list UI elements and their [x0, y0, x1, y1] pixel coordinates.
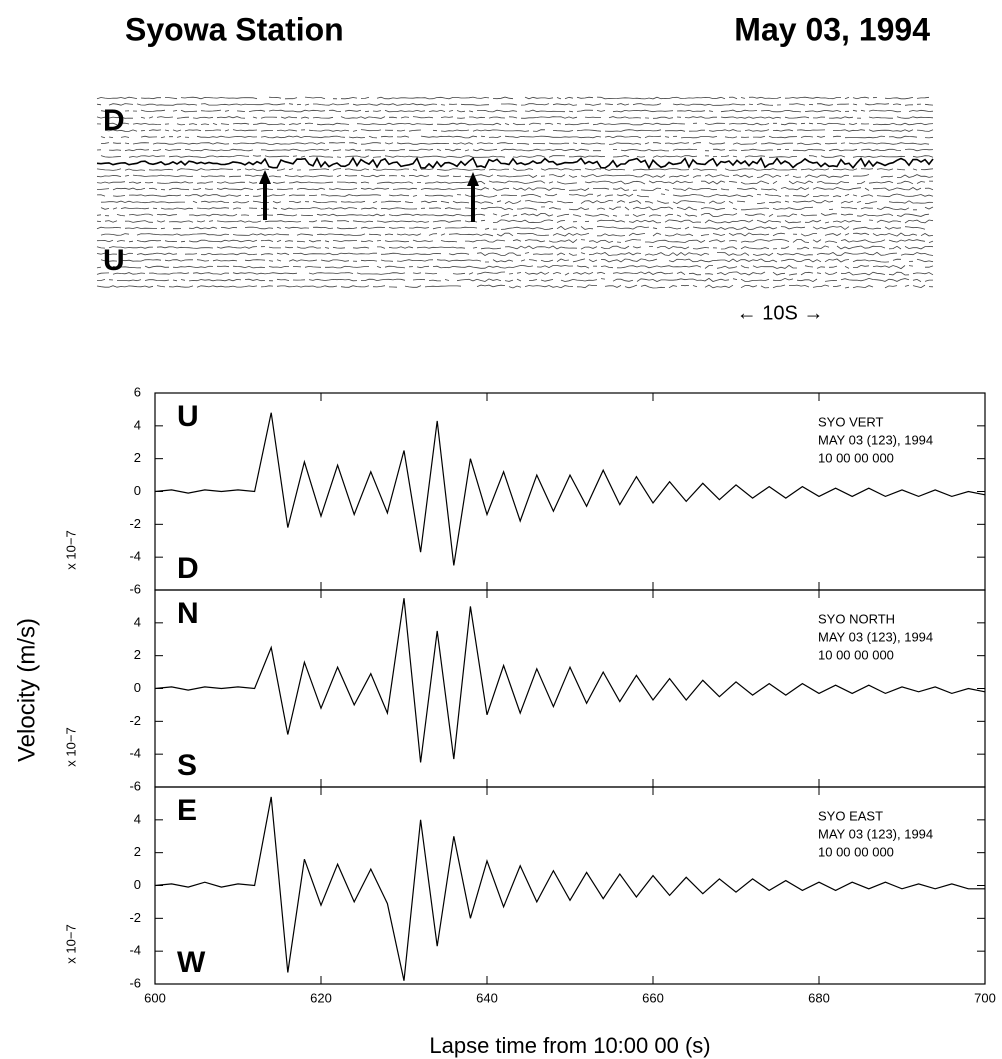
y-tick-label: 2 — [134, 647, 141, 662]
drum-trace — [100, 258, 934, 263]
drum-trace — [96, 264, 934, 270]
x-axis-label: Lapse time from 10:00 00 (s) — [429, 1033, 710, 1058]
drum-trace — [100, 155, 934, 158]
trace — [154, 598, 986, 763]
y-tick-label: -6 — [129, 778, 141, 793]
drum-trace — [96, 116, 934, 119]
scale-label: x 10−7 — [63, 924, 78, 963]
annotation: SYO EAST — [818, 808, 883, 823]
x-tick-label: 680 — [808, 990, 830, 1005]
drum-trace — [96, 148, 934, 152]
y-tick-label: -2 — [129, 516, 141, 531]
y-tick-label: 2 — [134, 844, 141, 859]
panel-top-label: E — [177, 794, 197, 827]
drum-trace — [96, 168, 934, 171]
drum-scale-label: ← 10S → — [737, 302, 824, 324]
drum-record — [96, 97, 934, 289]
station-title: Syowa Station — [125, 11, 344, 47]
drum-trace — [96, 122, 934, 126]
y-axis-label: Velocity (m/s) — [13, 618, 40, 762]
y-tick-label: 2 — [134, 450, 141, 465]
y-tick-label: -4 — [129, 746, 141, 761]
drum-trace — [97, 277, 933, 283]
y-tick-label: 0 — [134, 680, 141, 695]
y-tick-label: -2 — [129, 713, 141, 728]
drum-trace — [96, 103, 934, 106]
arrow — [259, 170, 479, 222]
drum-trace — [96, 251, 934, 257]
drum-trace — [100, 109, 934, 113]
drum-trace — [100, 199, 934, 205]
drum-trace — [96, 271, 934, 276]
scale-label: x 10−7 — [63, 530, 78, 569]
drum-trace — [96, 219, 934, 224]
x-tick-label: 700 — [974, 990, 996, 1005]
drum-trace — [96, 245, 934, 250]
drum-trace — [100, 135, 934, 139]
y-tick-label: -4 — [129, 549, 141, 564]
panel-top-label: N — [177, 597, 199, 630]
drum-trace — [96, 284, 934, 289]
y-tick-label: -2 — [129, 910, 141, 925]
x-tick-label: 640 — [476, 990, 498, 1005]
scale-label: x 10−7 — [63, 727, 78, 766]
drum-trace — [100, 232, 934, 237]
y-tick-label: 4 — [134, 614, 141, 629]
y-tick-label: 4 — [134, 417, 141, 432]
y-tick-label: 0 — [134, 483, 141, 498]
y-tick-label: -6 — [129, 581, 141, 596]
x-tick-label: 620 — [310, 990, 332, 1005]
trace — [154, 412, 986, 566]
drum-trace — [104, 129, 934, 132]
panel-bottom-label: D — [177, 552, 199, 585]
drum-trace — [96, 193, 934, 198]
x-tick-label: 660 — [642, 990, 664, 1005]
x-tick-label: 600 — [144, 990, 166, 1005]
y-tick-label: -4 — [129, 943, 141, 958]
y-tick-label: 0 — [134, 877, 141, 892]
drum-trace — [97, 186, 934, 192]
y-tick-label: 4 — [134, 811, 141, 826]
drum-trace — [96, 238, 934, 244]
drum-trace — [96, 174, 934, 178]
date-title: May 03, 1994 — [734, 11, 930, 47]
annotation: MAY 03 (123), 1994 — [818, 629, 933, 644]
annotation: 10 00 00 000 — [818, 450, 894, 465]
trace — [154, 796, 985, 981]
annotation: 10 00 00 000 — [818, 647, 894, 662]
panel-bottom-label: W — [177, 946, 206, 979]
annotation: MAY 03 (123), 1994 — [818, 432, 933, 447]
panel-bottom-label: S — [177, 749, 197, 782]
annotation: SYO VERT — [818, 414, 884, 429]
annotation: SYO NORTH — [818, 611, 895, 626]
annotation: MAY 03 (123), 1994 — [818, 826, 933, 841]
panel-top-label: U — [177, 400, 199, 433]
drum-top-label: D — [103, 104, 125, 137]
y-tick-label: 6 — [134, 384, 141, 399]
y-tick-label: -6 — [129, 975, 141, 990]
annotation: 10 00 00 000 — [818, 844, 894, 859]
drum-trace — [96, 156, 934, 170]
drum-bottom-label: U — [103, 244, 125, 277]
